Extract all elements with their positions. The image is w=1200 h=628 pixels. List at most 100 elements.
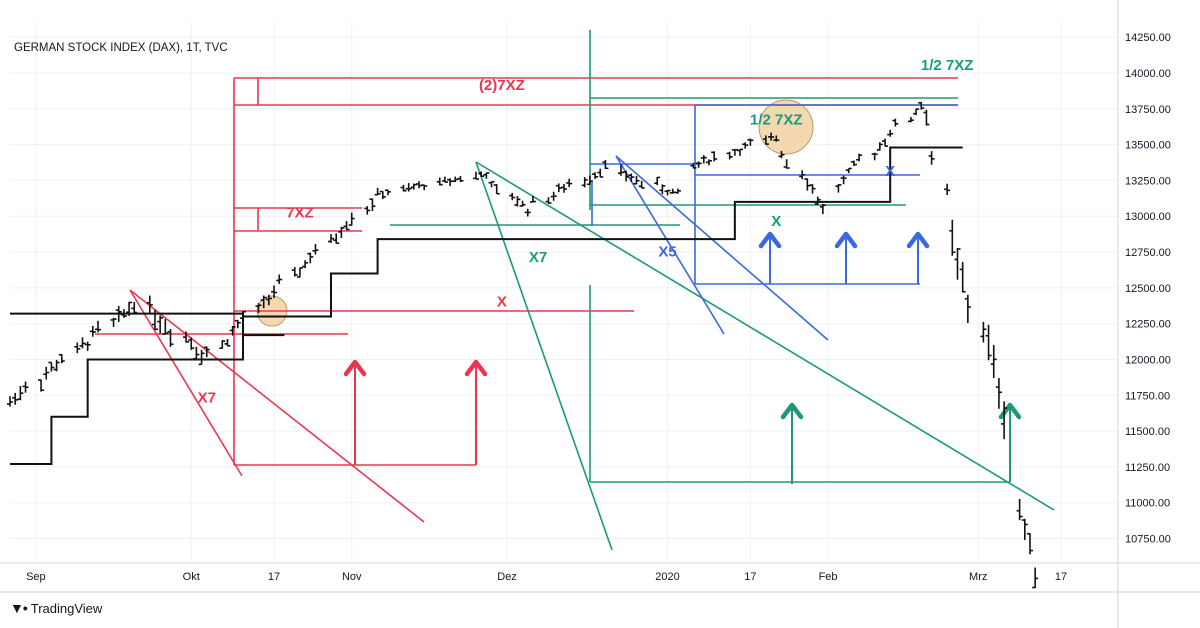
ohlc-bar [17, 386, 24, 401]
ohlc-bar [835, 184, 842, 193]
y-tick-label: 14000.00 [1125, 68, 1171, 80]
y-tick-label: 13500.00 [1125, 140, 1171, 152]
ohlc-bar [918, 101, 925, 110]
ohlc-bar [271, 285, 278, 299]
ohlc-bar [472, 171, 479, 180]
ohlc-bar [224, 338, 231, 347]
ohlc-bar [219, 340, 226, 349]
ohlc-bar [265, 294, 272, 306]
ohlc-bar [400, 184, 407, 192]
ohlc-bar [959, 261, 966, 293]
ohlc-bar [529, 195, 536, 203]
drawing-layer [10, 30, 1055, 551]
annotation-label: X [497, 293, 507, 310]
ohlc-bar [633, 176, 640, 185]
ohlc-bar [488, 181, 495, 188]
ohlc-bar [89, 325, 96, 337]
ohlc-bar [711, 151, 718, 162]
ohlc-bar [276, 274, 283, 284]
ohlc-bar [234, 319, 241, 329]
ohlc-bar [550, 191, 557, 201]
ohlc-bar [120, 309, 127, 318]
y-tick-label: 12000.00 [1125, 354, 1171, 366]
ohlc-bar [74, 342, 81, 354]
ohlc-bar [545, 197, 552, 204]
support-step-line [10, 146, 963, 466]
ohlc-bar [374, 187, 381, 196]
y-tick-label: 13000.00 [1125, 211, 1171, 223]
ohlc-bar [892, 118, 899, 127]
ohlc-bar [478, 171, 485, 178]
ohlc-bar [53, 359, 60, 372]
x-tick-label: 17 [268, 571, 280, 583]
x-tick-label: 17 [1055, 571, 1067, 583]
ohlc-bar [239, 310, 246, 325]
x-tick-label: 17 [744, 571, 756, 583]
ohlc-bar [255, 303, 262, 314]
ohlc-bar [659, 184, 666, 195]
ohlc-bar [695, 161, 702, 168]
annotation-label: X [771, 213, 781, 230]
annotation-label: X5 [658, 243, 676, 260]
annotation-label: (2)7XZ [479, 77, 525, 94]
ohlc-bar [944, 183, 951, 196]
blue-up-arrow-head [758, 231, 782, 249]
ohlc-bar [157, 315, 164, 334]
blue-up-arrow-head [834, 231, 858, 249]
ohlc-bar [985, 324, 992, 361]
ohlc-bar [561, 184, 567, 193]
highlight-circle [758, 99, 814, 155]
ohlc-bar [198, 349, 205, 366]
ohlc-bar [110, 317, 117, 327]
ohlc-bar [856, 153, 863, 162]
ohlc-bar [369, 198, 376, 212]
annotation-label: X7 [529, 249, 547, 266]
ohlc-bar [923, 109, 930, 126]
ohlc-bar [638, 180, 645, 189]
y-tick-label: 11750.00 [1125, 390, 1170, 402]
ohlc-bar [814, 196, 821, 205]
ohlc-bar [58, 353, 65, 364]
ohlc-bar [654, 176, 661, 186]
ohlc-bar [762, 135, 769, 145]
x-tick-label: Dez [497, 571, 517, 583]
footer-brand[interactable]: ▼• TradingView [10, 600, 102, 616]
ohlc-bar [452, 176, 459, 183]
annotation-label: 1/2 7XZ [750, 112, 803, 129]
ohlc-bar [509, 192, 516, 201]
x-tick-label: 2020 [655, 571, 679, 583]
ohlc-series [7, 101, 1039, 589]
ohlc-bar [592, 172, 599, 179]
ohlc-bar [980, 321, 987, 343]
ohlc-bar [151, 309, 158, 331]
ohlc-bar [882, 138, 889, 147]
ohlc-bar [79, 337, 86, 349]
ohlc-bar [183, 331, 190, 343]
ohlc-bar [581, 177, 588, 188]
ohlc-bar [84, 341, 91, 351]
annotation-label: X [885, 163, 895, 180]
ohlc-bar [167, 329, 174, 347]
ohlc-bar [193, 346, 200, 360]
ohlc-bar [705, 159, 712, 166]
ohlc-bar [809, 184, 816, 194]
chart-title: GERMAN STOCK INDEX (DAX), 1T, TVC [14, 42, 228, 54]
blue-trend-line [615, 155, 725, 335]
ohlc-bar [737, 148, 744, 156]
ohlc-bar [928, 151, 935, 165]
ohlc-bar [519, 200, 526, 207]
ohlc-bar [887, 129, 894, 137]
x-tick-label: Mrz [969, 571, 987, 583]
ohlc-bar [1032, 567, 1039, 589]
ohlc-bar [876, 142, 883, 151]
ohlc-bar [131, 301, 138, 314]
y-tick-label: 11250.00 [1125, 462, 1170, 474]
ohlc-bar [48, 361, 55, 372]
annotation-label: 1/2 7XZ [921, 57, 974, 74]
green-trend-line [475, 161, 613, 551]
ohlc-bar [907, 117, 914, 123]
annotation-label: X7 [198, 389, 216, 406]
ohlc-bar [747, 138, 754, 146]
